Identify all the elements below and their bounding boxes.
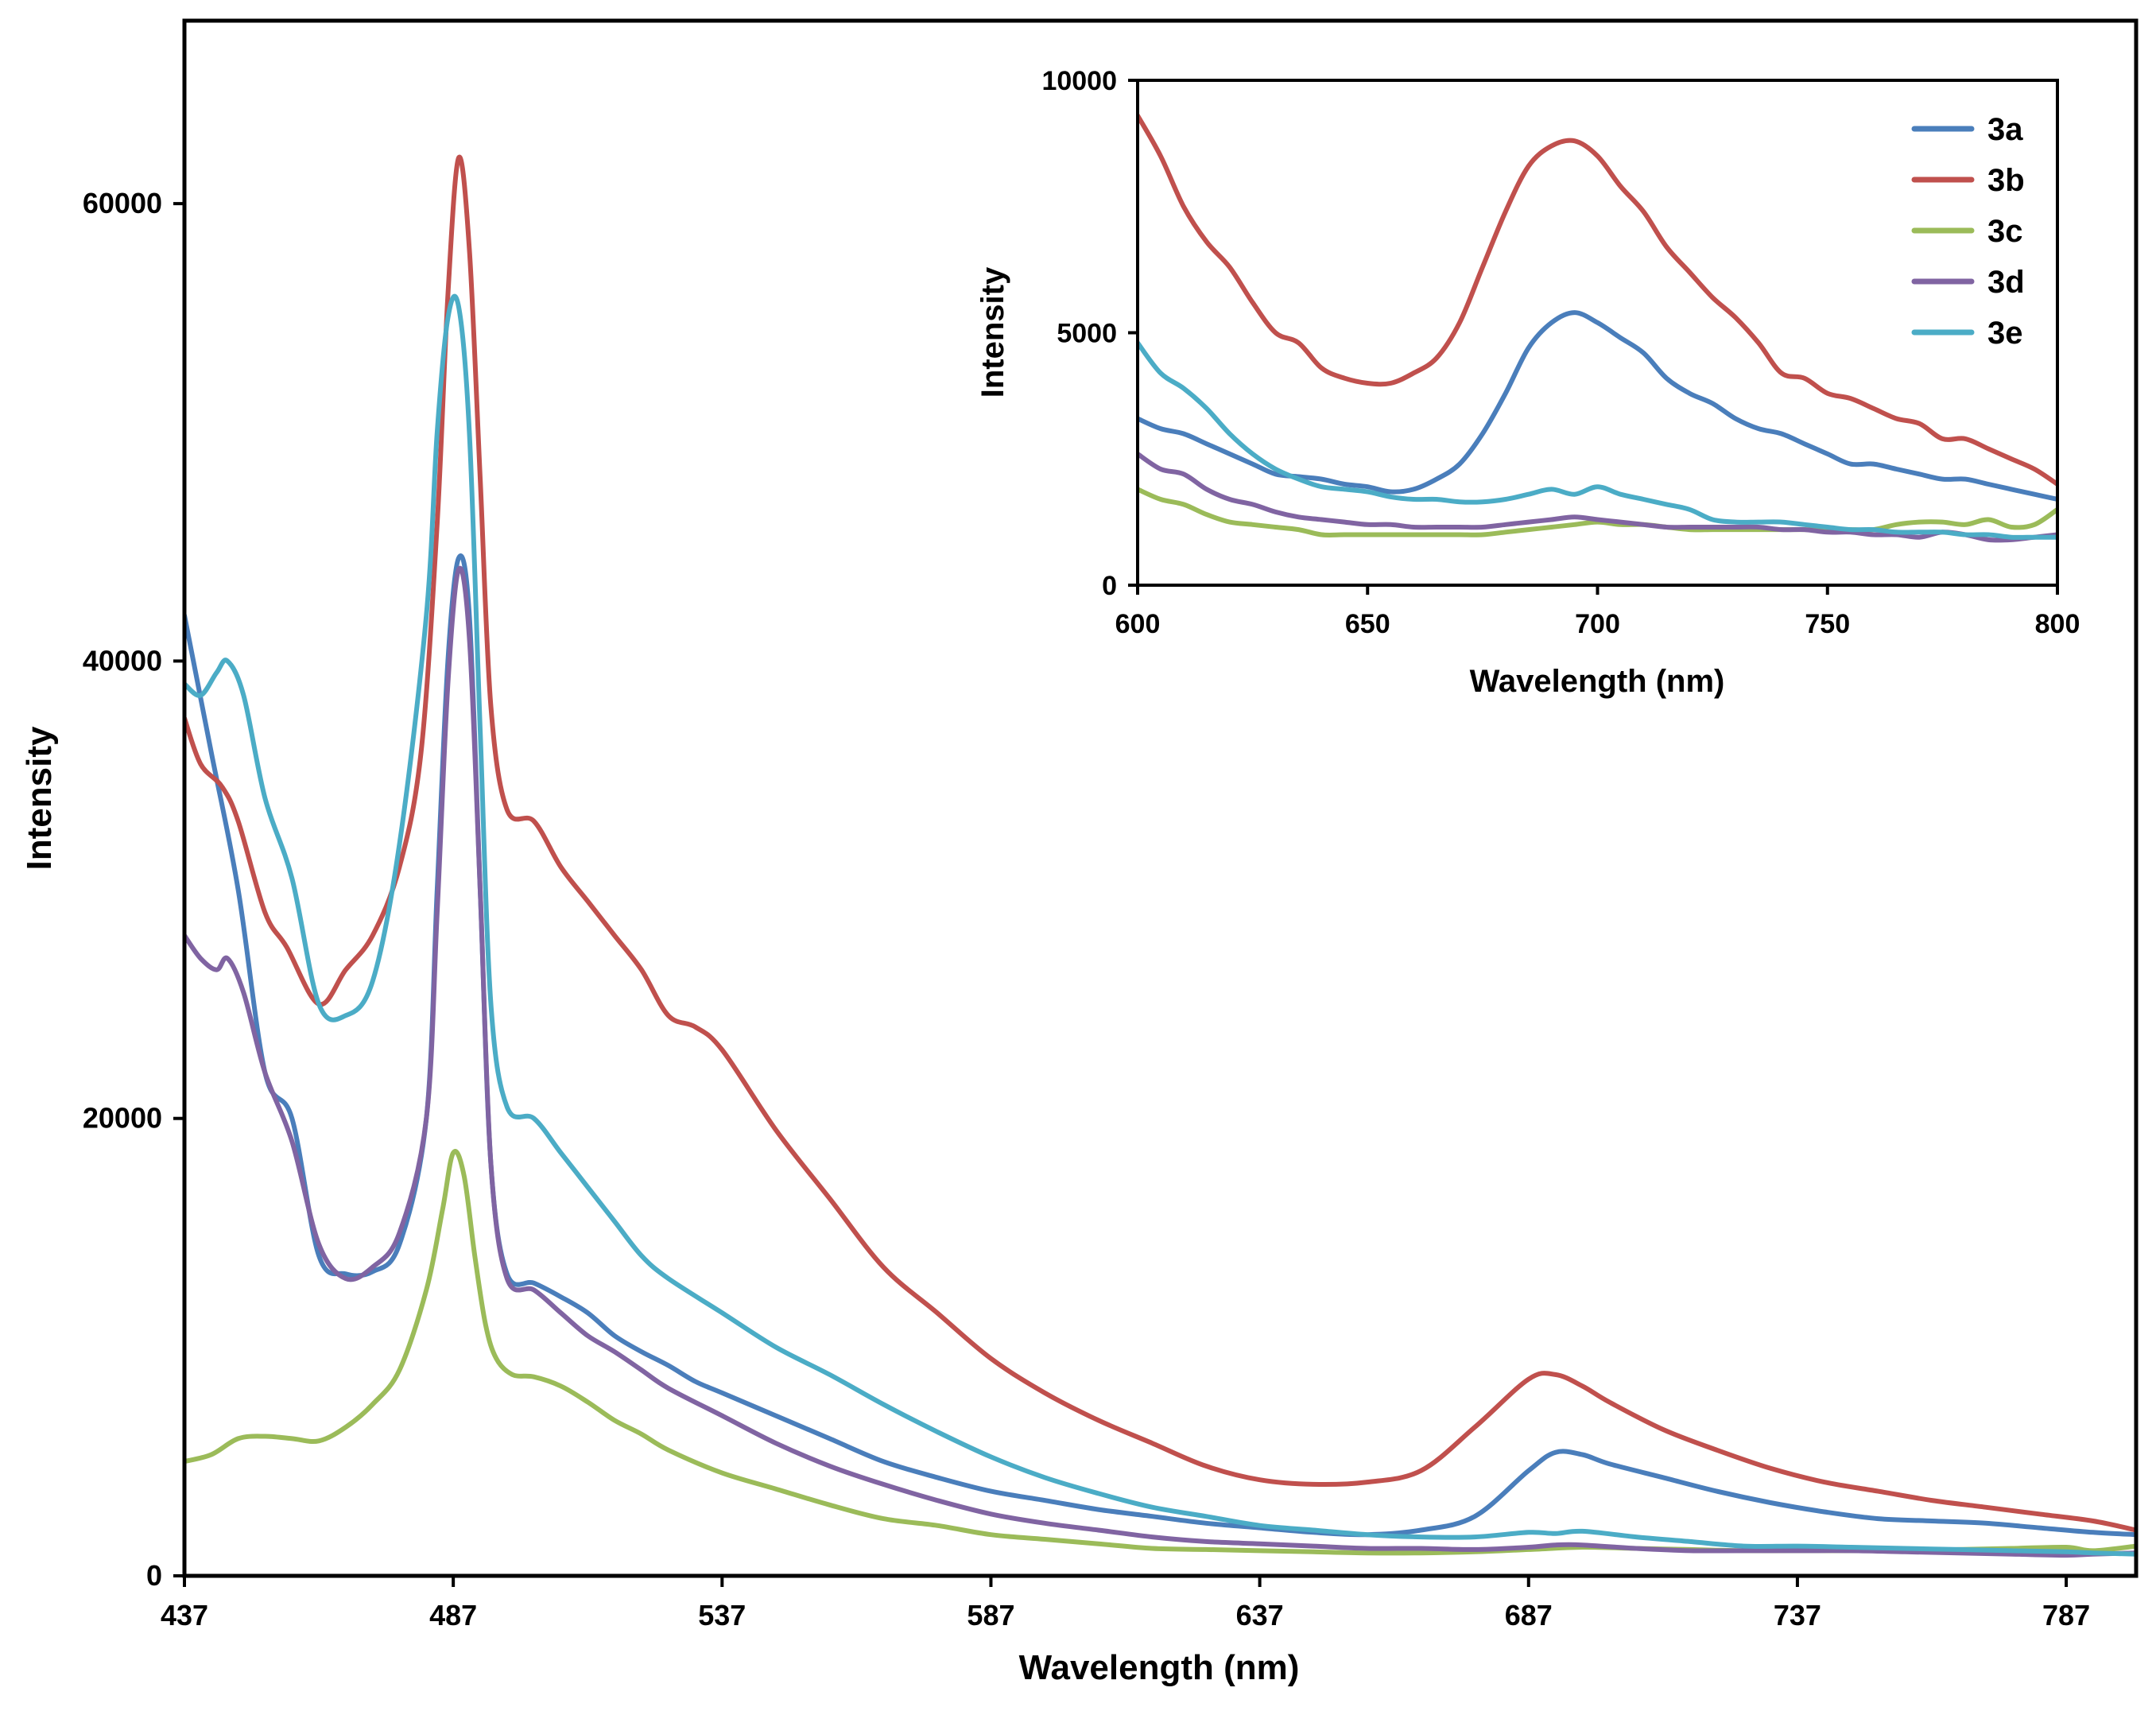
inset-y-tick-label: 0 <box>1102 571 1117 601</box>
main-axis-ticks: 437 487 537 587 637 687 737 787 0 20000 40000 60000 <box>83 187 2090 1631</box>
main-x-tick-label: 787 <box>2042 1599 2090 1631</box>
main-x-tick-label: 487 <box>429 1599 477 1631</box>
inset-x-tick-label: 650 <box>1345 609 1390 639</box>
inset-series-group <box>1138 113 2057 543</box>
main-series-line-3d <box>184 565 2136 1558</box>
main-x-tick-label: 587 <box>967 1599 1014 1631</box>
main-series-line-3a <box>184 553 2136 1538</box>
main-y-tick-label: 60000 <box>83 187 162 219</box>
legend-label-3b: 3b <box>1987 163 2025 198</box>
inset-x-axis-title: Wavelength (nm) <box>1470 664 1725 699</box>
main-x-tick-label: 437 <box>161 1599 208 1631</box>
inset-chart: 600 650 700 750 800 0 5000 10000 Wavelength (nm… <box>975 66 2080 699</box>
main-x-tick-label: 537 <box>698 1599 746 1631</box>
main-x-axis-title: Wavelength (nm) <box>1019 1648 1300 1687</box>
inset-x-tick-label: 800 <box>2035 609 2080 639</box>
main-chart: 437 487 537 587 637 687 737 787 0 20000 40000 60000… <box>20 18 2139 1687</box>
main-x-tick-label: 737 <box>1774 1599 1821 1631</box>
main-y-tick-label: 40000 <box>83 644 162 677</box>
inset-x-tick-label: 750 <box>1805 609 1850 639</box>
legend-label-3e: 3e <box>1987 316 2023 351</box>
main-plot-frame <box>182 18 2139 1578</box>
inset-series-line-3b <box>1138 113 2057 487</box>
legend-label-3d: 3d <box>1987 265 2025 300</box>
inset-series-line-3c <box>1138 487 2057 537</box>
main-series-line-3b <box>184 154 2136 1533</box>
inset-x-tick-label: 600 <box>1115 609 1161 639</box>
inset-series-line-3e <box>1138 340 2057 540</box>
main-y-axis-title: Intensity <box>20 726 59 870</box>
inset-x-tick-label: 700 <box>1575 609 1620 639</box>
main-y-tick-label: 20000 <box>83 1102 162 1135</box>
inset-y-tick-label: 10000 <box>1041 66 1117 96</box>
main-y-tick-label: 0 <box>146 1559 162 1592</box>
main-series-line-3e <box>184 293 2136 1557</box>
main-x-tick-label: 687 <box>1505 1599 1553 1631</box>
inset-axis-ticks: 600 650 700 750 800 0 5000 10000 <box>1041 66 2080 639</box>
main-series-group <box>184 154 2136 1558</box>
inset-y-tick-label: 5000 <box>1057 319 1117 349</box>
inset-legend: 3a 3b 3c 3d 3e <box>1911 112 2025 351</box>
main-x-tick-label: 637 <box>1236 1599 1284 1631</box>
legend-label-3c: 3c <box>1987 214 2023 249</box>
inset-series-line-3d <box>1138 451 2057 543</box>
legend-label-3a: 3a <box>1987 112 2023 147</box>
inset-y-axis-title: Intensity <box>975 266 1010 398</box>
